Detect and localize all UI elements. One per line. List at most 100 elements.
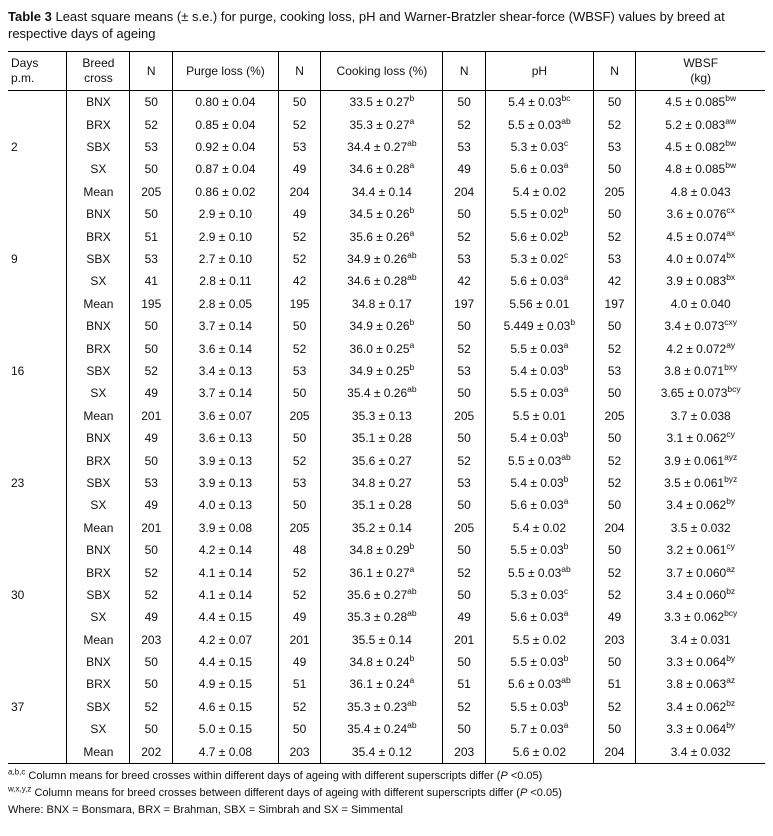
purge-loss-cell: 3.6 ± 0.13 [172, 427, 279, 450]
table-row: BRX 50 3.6 ± 0.14 52 36.0 ± 0.25a 52 5.5 ± 0.0… [8, 337, 765, 360]
cooking-loss-cell: 34.4 ± 0.27ab [320, 136, 443, 159]
ph-cell: 5.6 ± 0.03ab [485, 673, 594, 696]
wbsf-cell: 3.2 ± 0.061cy [635, 539, 765, 562]
n-value-cell: 52 [592, 449, 636, 472]
wbsf-cell: 3.9 ± 0.061ayz [635, 449, 765, 472]
table-row: Mean 201 3.6 ± 0.07 205 35.3 ± 0.13 205 5.5 ± … [8, 404, 765, 428]
n-value-cell: 52 [592, 695, 636, 719]
col-header-n-purge: N [129, 51, 173, 92]
wbsf-cell: 4.0 ± 0.040 [635, 292, 765, 316]
ph-cell: 5.5 ± 0.03ab [485, 449, 594, 472]
purge-loss-cell: 0.87 ± 0.04 [172, 158, 279, 181]
table-row: BRX 52 4.1 ± 0.14 52 36.1 ± 0.27a 52 5.5 ± 0.0… [8, 561, 765, 584]
n-value-cell: 50 [277, 427, 321, 450]
n-value-cell: 53 [277, 136, 321, 159]
purge-loss-cell: 3.7 ± 0.14 [172, 315, 279, 338]
purge-loss-cell: 2.8 ± 0.05 [172, 292, 279, 316]
breed-cross-cell: SX [66, 270, 130, 293]
purge-loss-cell: 4.7 ± 0.08 [172, 740, 279, 764]
n-value-cell: 201 [129, 516, 173, 540]
table-row: SX 50 0.87 ± 0.04 49 34.6 ± 0.28a 49 5.6 ± 0.0… [8, 158, 765, 181]
n-value-cell: 51 [442, 673, 486, 696]
wbsf-cell: 5.2 ± 0.083aw [635, 113, 765, 137]
table-row: SBX 52 4.6 ± 0.15 52 35.3 ± 0.23ab 52 5.5 ± 0.… [8, 695, 765, 719]
purge-loss-cell: 0.85 ± 0.04 [172, 113, 279, 137]
table-row: SX 41 2.8 ± 0.11 42 34.6 ± 0.28ab 42 5.6 ± 0.0… [8, 270, 765, 293]
table-row: BRX 52 0.85 ± 0.04 52 35.3 ± 0.27a 52 5.5 ± 0.… [8, 113, 765, 137]
ph-cell: 5.5 ± 0.03a [485, 337, 594, 360]
n-value-cell: 53 [442, 360, 486, 383]
table-row: SBX 52 3.4 ± 0.13 53 34.9 ± 0.25b 53 5.4 ± 0.0… [8, 360, 765, 383]
purge-loss-cell: 2.7 ± 0.10 [172, 248, 279, 271]
n-value-cell: 41 [129, 270, 173, 293]
cooking-loss-cell: 33.5 ± 0.27b [320, 90, 443, 114]
purge-loss-cell: 3.4 ± 0.13 [172, 360, 279, 383]
ph-cell: 5.6 ± 0.03a [485, 606, 594, 629]
breed-cross-cell: BRX [66, 673, 130, 696]
breed-cross-cell: SBX [66, 248, 130, 271]
n-value-cell: 50 [442, 203, 486, 226]
n-value-cell: 50 [442, 539, 486, 562]
n-value-cell: 52 [592, 337, 636, 360]
wbsf-cell: 3.7 ± 0.060az [635, 561, 765, 584]
n-value-cell: 52 [592, 583, 636, 607]
n-value-cell: 205 [592, 180, 636, 204]
n-value-cell: 52 [277, 248, 321, 271]
n-value-cell: 50 [129, 651, 173, 674]
n-value-cell: 197 [592, 292, 636, 316]
wbsf-cell: 4.5 ± 0.074ax [635, 225, 765, 249]
n-value-cell: 53 [442, 136, 486, 159]
n-value-cell: 53 [129, 248, 173, 271]
n-value-cell: 50 [129, 158, 173, 181]
breed-cross-cell: SX [66, 718, 130, 741]
table-caption: Table 3 Least square means (± s.e.) for … [8, 8, 765, 42]
cooking-loss-cell: 34.8 ± 0.24b [320, 651, 443, 674]
n-value-cell: 50 [592, 427, 636, 450]
n-value-cell: 204 [592, 740, 636, 764]
table-row: 37 BNX 50 4.4 ± 0.15 49 34.8 ± 0.24b 50 5.5 ± 0… [8, 651, 765, 714]
cooking-loss-cell: 36.1 ± 0.27a [320, 561, 443, 584]
n-value-cell: 50 [592, 382, 636, 405]
wbsf-cell: 4.8 ± 0.085bw [635, 158, 765, 181]
n-value-cell: 52 [592, 471, 636, 495]
n-value-cell: 50 [129, 315, 173, 338]
n-value-cell: 50 [442, 90, 486, 114]
day-pm-cell: 9 [11, 252, 18, 267]
n-value-cell: 205 [277, 404, 321, 428]
purge-loss-cell: 2.8 ± 0.11 [172, 270, 279, 293]
table-row: BRX 50 4.9 ± 0.15 51 36.1 ± 0.24a 51 5.6 ± 0.0… [8, 673, 765, 696]
cooking-loss-cell: 35.5 ± 0.14 [320, 628, 443, 652]
n-value-cell: 52 [592, 225, 636, 249]
n-value-cell: 50 [442, 382, 486, 405]
n-value-cell: 195 [277, 292, 321, 316]
cooking-loss-cell: 35.3 ± 0.23ab [320, 695, 443, 719]
ph-cell: 5.5 ± 0.02 [485, 628, 594, 652]
ph-cell: 5.4 ± 0.02 [485, 516, 594, 540]
col-header-cooking-loss: Cooking loss (%) [320, 51, 443, 92]
cooking-loss-cell: 34.8 ± 0.27 [320, 471, 443, 495]
n-value-cell: 50 [592, 539, 636, 562]
day-pm-cell: 16 [11, 364, 25, 378]
breed-cross-cell: SBX [66, 583, 130, 607]
ph-cell: 5.5 ± 0.03ab [485, 561, 594, 584]
ph-cell: 5.5 ± 0.02b [485, 203, 594, 226]
n-value-cell: 52 [442, 113, 486, 137]
breed-cross-cell: SBX [66, 471, 130, 495]
n-value-cell: 50 [129, 673, 173, 696]
table-row: SX 49 4.0 ± 0.13 50 35.1 ± 0.28 50 5.6 ± 0.03a… [8, 494, 765, 517]
n-value-cell: 50 [442, 651, 486, 674]
n-value-cell: 53 [592, 136, 636, 159]
ph-cell: 5.449 ± 0.03b [485, 315, 594, 338]
breed-cross-cell: SX [66, 158, 130, 181]
cooking-loss-cell: 36.1 ± 0.24a [320, 673, 443, 696]
wbsf-cell: 3.4 ± 0.060bz [635, 583, 765, 607]
wbsf-cell: 4.0 ± 0.074bx [635, 248, 765, 271]
ph-cell: 5.5 ± 0.03ab [485, 113, 594, 137]
n-value-cell: 50 [592, 494, 636, 517]
n-value-cell: 49 [129, 427, 173, 450]
table-row: SBX 52 4.1 ± 0.14 52 35.6 ± 0.27ab 50 5.3 ± 0.… [8, 583, 765, 607]
n-value-cell: 205 [129, 180, 173, 204]
col-header-breed-cross: Breed cross [66, 51, 130, 92]
n-value-cell: 53 [592, 360, 636, 383]
breed-cross-cell: Mean [66, 628, 130, 652]
